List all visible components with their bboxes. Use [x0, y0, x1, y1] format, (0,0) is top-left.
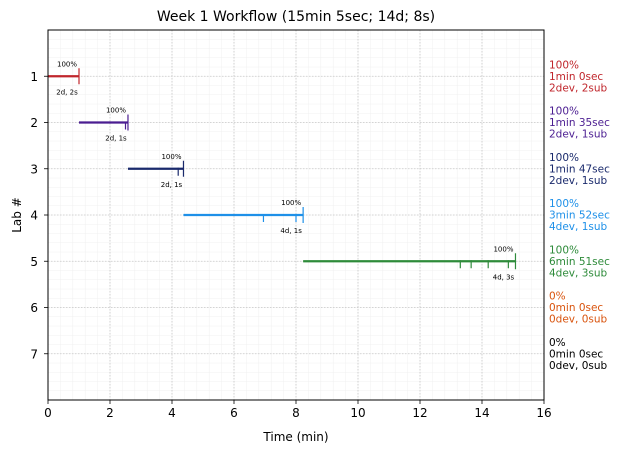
- y-axis-label: Lab #: [10, 197, 24, 233]
- lab-info-line: 0dev, 0sub: [549, 360, 608, 372]
- y-tick-label: 2: [30, 116, 38, 130]
- lab-info-line: 0min 0sec: [549, 302, 603, 314]
- lab-info-line: 2dev, 1sub: [549, 129, 608, 141]
- y-axis-ticks: 1 2 3 4 5 6 7: [30, 70, 48, 361]
- lab-info-line: 2dev, 1sub: [549, 175, 608, 187]
- lab-info-line: 1min 0sec: [549, 71, 603, 83]
- x-tick-label: 12: [412, 406, 427, 420]
- lab-info-line: 2dev, 2sub: [549, 82, 608, 94]
- x-tick-label: 6: [230, 406, 238, 420]
- y-tick-label: 3: [30, 162, 38, 176]
- x-tick-label: 14: [474, 406, 489, 420]
- y-tick-label: 6: [30, 301, 38, 315]
- lab-info-line: 100%: [549, 244, 579, 256]
- lab-info-line: 100%: [549, 59, 579, 71]
- dev-sub-count-label: 2d, 1s: [161, 181, 183, 189]
- completion-percent-label: 100%: [493, 245, 513, 253]
- lab-info-line: 100%: [549, 152, 579, 164]
- lab-info-line: 3min 52sec: [549, 210, 610, 222]
- y-tick-label: 1: [30, 70, 38, 84]
- y-tick-label: 4: [30, 209, 38, 223]
- x-axis-label: Time (min): [262, 430, 328, 444]
- lab-info-line: 6min 51sec: [549, 256, 610, 268]
- completion-percent-label: 100%: [106, 107, 126, 115]
- lab-info-line: 0min 0sec: [549, 348, 603, 360]
- lab-bars: 100% 2d, 2s 100% 2d, 1s 100% 2d, 1s 100% 4d, 1s…: [48, 60, 517, 281]
- x-tick-label: 2: [106, 406, 114, 420]
- x-tick-label: 8: [292, 406, 300, 420]
- lab-info-line: 0%: [549, 337, 566, 349]
- completion-percent-label: 100%: [57, 60, 77, 68]
- y-tick-label: 7: [30, 347, 38, 361]
- dev-sub-count-label: 4d, 1s: [280, 227, 302, 235]
- lab-info-line: 100%: [549, 198, 579, 210]
- x-tick-label: 4: [168, 406, 176, 420]
- x-tick-label: 0: [44, 406, 52, 420]
- x-axis-ticks: 0 2 4 6 8 10 12 14 16: [44, 400, 552, 420]
- completion-percent-label: 100%: [161, 153, 181, 161]
- dev-sub-count-label: 2d, 1s: [105, 135, 127, 143]
- y-tick-label: 5: [30, 255, 38, 269]
- lab-info-line: 1min 47sec: [549, 163, 610, 175]
- chart-title: Week 1 Workflow (15min 5sec; 14d; 8s): [157, 9, 435, 25]
- lab-info-line: 0%: [549, 291, 566, 303]
- dev-sub-count-label: 2d, 2s: [56, 88, 78, 96]
- completion-percent-label: 100%: [281, 199, 301, 207]
- dev-sub-count-label: 4d, 3s: [493, 273, 515, 281]
- x-tick-label: 16: [536, 406, 551, 420]
- lab-info-line: 0dev, 0sub: [549, 314, 608, 326]
- lab-info-line: 4dev, 3sub: [549, 267, 608, 279]
- lab-info-line: 100%: [549, 106, 579, 118]
- lab-info-line: 4dev, 1sub: [549, 221, 608, 233]
- x-tick-label: 10: [350, 406, 365, 420]
- lab-info-line: 1min 35sec: [549, 117, 610, 129]
